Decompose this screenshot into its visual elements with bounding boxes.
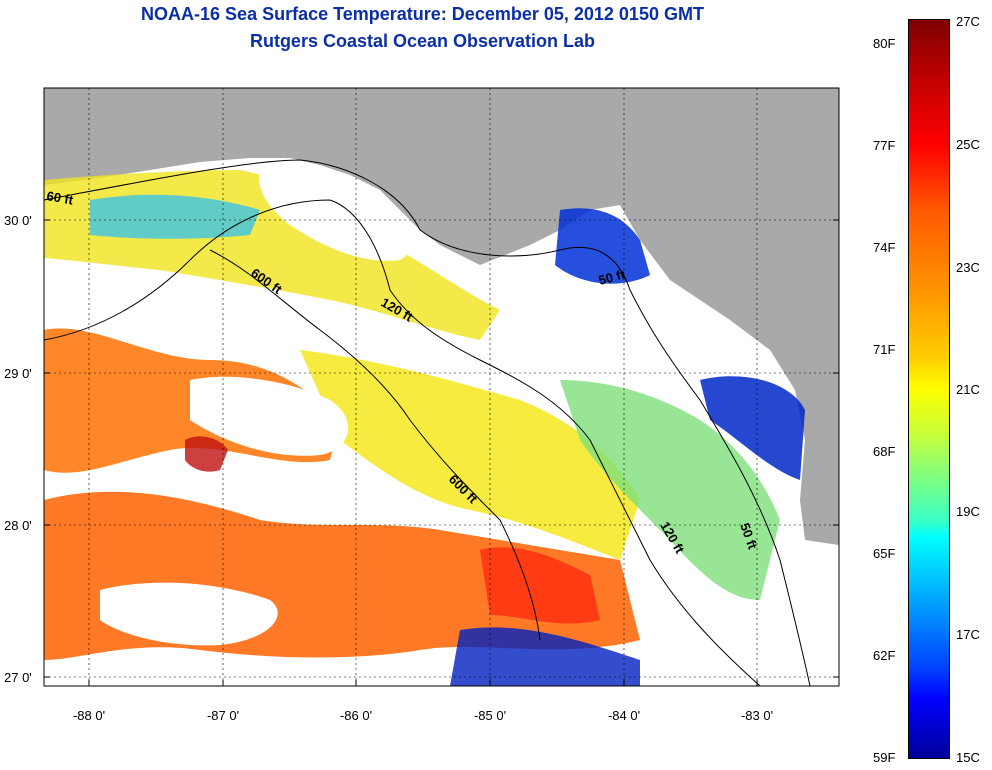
map-canvas <box>44 88 839 686</box>
sst-cyan-north <box>90 194 260 239</box>
colorbar-f-label: 71F <box>873 342 896 357</box>
lat-tick-label: 29 0' <box>4 366 32 381</box>
colorbar-f-label: 65F <box>873 546 896 561</box>
colorbar-c-label: 17C <box>956 627 980 642</box>
temperature-colorbar <box>908 19 950 759</box>
colorbar-f-label: 77F <box>873 138 896 153</box>
colorbar-c-label: 21C <box>956 382 980 397</box>
title-line-1: NOAA-16 Sea Surface Temperature: Decembe… <box>141 4 704 24</box>
title-line-2: Rutgers Coastal Ocean Observation Lab <box>249 31 596 51</box>
lon-tick-label: -83 0' <box>741 708 773 723</box>
cloud-southwest <box>100 582 278 646</box>
lon-tick-label: -84 0' <box>608 708 640 723</box>
sst-darkred-patch <box>185 436 228 472</box>
lat-tick-label: 28 0' <box>4 518 32 533</box>
colorbar-f-label: 74F <box>873 240 896 255</box>
colorbar-c-label: 27C <box>956 14 980 29</box>
sst-yellow-band <box>300 350 640 560</box>
colorbar-f-label: 62F <box>873 648 896 663</box>
cloud-north <box>259 168 411 261</box>
colorbar-c-label: 19C <box>956 504 980 519</box>
colorbar-c-label: 23C <box>956 260 980 275</box>
sst-red-patch <box>480 547 600 624</box>
lat-tick-label: 30 0' <box>4 213 32 228</box>
latitude-labels: 30 0' 29 0' 28 0' 27 0' <box>4 213 32 685</box>
lon-tick-label: -87 0' <box>207 708 239 723</box>
longitude-labels: -88 0' -87 0' -86 0' -85 0' -84 0' -83 0… <box>73 708 773 723</box>
contour-600ft <box>209 249 541 641</box>
sst-green-shelf <box>560 380 780 600</box>
sst-blue-east <box>700 376 805 480</box>
lon-tick-label: -85 0' <box>474 708 506 723</box>
contour-120ft <box>44 199 761 686</box>
contour-label: 50 ft <box>597 266 627 288</box>
land-mass <box>44 88 839 545</box>
sst-blue-south <box>450 627 640 686</box>
lat-tick-label: 27 0' <box>4 670 32 685</box>
lon-tick-label: -86 0' <box>340 708 372 723</box>
lon-tick-label: -88 0' <box>73 708 105 723</box>
sst-blue-coast <box>555 208 650 284</box>
contour-50ft <box>44 159 811 686</box>
colorbar-c-label: 25C <box>956 137 980 152</box>
map-frame <box>43 87 840 687</box>
cloud-mid-west <box>190 376 349 456</box>
cloud-south-east <box>640 596 800 686</box>
tick-marks <box>44 219 839 686</box>
colorbar-f-label: 68F <box>873 444 896 459</box>
contour-label: 60 ft <box>45 188 75 208</box>
colorbar-c-label: 15C <box>956 750 980 765</box>
colorbar-f-label: 80F <box>873 36 896 51</box>
colorbar-f-label: 59F <box>873 750 896 765</box>
